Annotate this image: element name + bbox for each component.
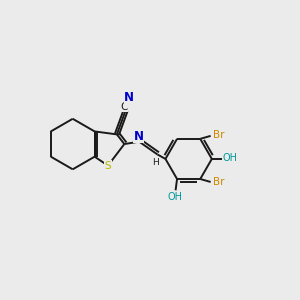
Text: N: N: [124, 91, 134, 104]
Text: S: S: [105, 160, 111, 171]
Text: OH: OH: [223, 153, 238, 163]
Text: Br: Br: [213, 177, 224, 187]
Text: H: H: [153, 158, 159, 167]
Text: N: N: [134, 130, 144, 143]
Text: OH: OH: [167, 192, 182, 203]
Text: Br: Br: [213, 130, 224, 140]
Text: C: C: [120, 102, 128, 112]
